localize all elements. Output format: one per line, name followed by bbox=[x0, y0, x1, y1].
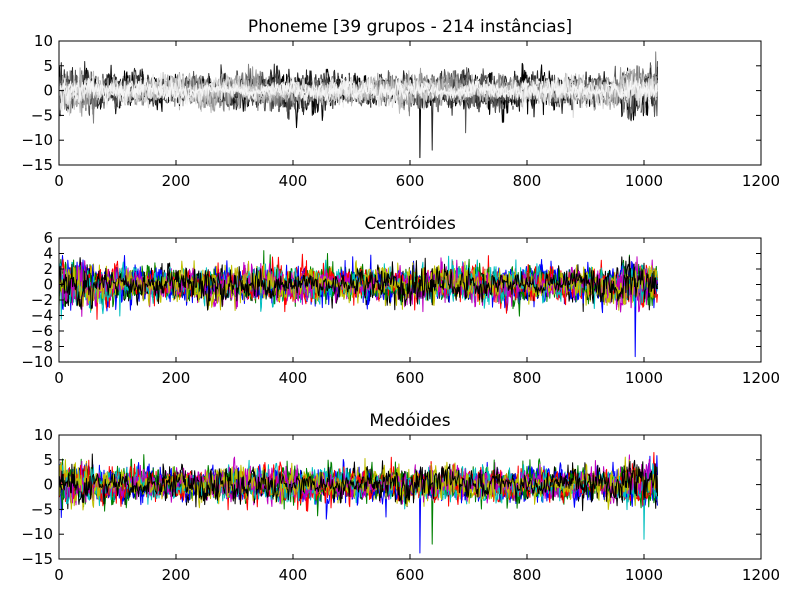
x-tick-label: 1000 bbox=[625, 369, 663, 387]
y-tick-label: 0 bbox=[43, 476, 53, 494]
x-tick-label: 400 bbox=[279, 369, 308, 387]
y-tick-label: 10 bbox=[34, 32, 53, 50]
series-group bbox=[59, 452, 658, 554]
x-tick-label: 0 bbox=[54, 369, 64, 387]
y-tick-label: −5 bbox=[31, 106, 53, 124]
x-tick-label: 800 bbox=[513, 369, 542, 387]
y-tick-label: 0 bbox=[43, 276, 53, 294]
y-tick-label: −10 bbox=[21, 525, 53, 543]
series-group bbox=[59, 250, 658, 358]
x-tick-label: 1200 bbox=[742, 172, 780, 190]
y-tick-label: 2 bbox=[43, 260, 53, 278]
panel-title: Centróides bbox=[364, 214, 456, 234]
y-tick-label: −10 bbox=[21, 353, 53, 371]
x-tick-label: 800 bbox=[513, 172, 542, 190]
y-tick-label: −6 bbox=[31, 322, 53, 340]
x-tick-label: 800 bbox=[513, 566, 542, 584]
y-tick-label: 6 bbox=[43, 229, 53, 247]
x-tick-label: 1200 bbox=[742, 566, 780, 584]
y-tick-label: −8 bbox=[31, 338, 53, 356]
x-tick-label: 400 bbox=[279, 172, 308, 190]
y-tick-label: −5 bbox=[31, 500, 53, 518]
x-tick-label: 1000 bbox=[625, 566, 663, 584]
x-tick-label: 600 bbox=[396, 566, 425, 584]
x-tick-label: 0 bbox=[54, 566, 64, 584]
panel-1: Phoneme [39 grupos - 214 instâncias] 0 200… bbox=[21, 17, 780, 190]
y-tick-label: 5 bbox=[43, 57, 53, 75]
y-tick-label: 4 bbox=[43, 245, 53, 263]
x-tick-label: 0 bbox=[54, 172, 64, 190]
series-line bbox=[59, 461, 658, 508]
series-line bbox=[59, 260, 658, 311]
series-line bbox=[59, 75, 658, 108]
x-tick-label: 600 bbox=[396, 369, 425, 387]
x-tick-label: 200 bbox=[162, 566, 191, 584]
y-tick-label: 0 bbox=[43, 82, 53, 100]
y-tick-label: −10 bbox=[21, 131, 53, 149]
y-tick-label: −4 bbox=[31, 307, 53, 325]
x-tick-label: 200 bbox=[162, 172, 191, 190]
x-tick-label: 1200 bbox=[742, 369, 780, 387]
x-tick-label: 600 bbox=[396, 172, 425, 190]
y-tick-label: −2 bbox=[31, 291, 53, 309]
series-group bbox=[59, 51, 658, 159]
x-tick-label: 400 bbox=[279, 566, 308, 584]
y-tick-label: −15 bbox=[21, 156, 53, 174]
panel-3: Medóides 0 200 400 600 800 1000 1200 10 5 0 −5 −10 −1… bbox=[21, 411, 780, 584]
y-tick-label: 10 bbox=[34, 426, 53, 444]
x-tick-label: 200 bbox=[162, 369, 191, 387]
x-tick-label: 1000 bbox=[625, 172, 663, 190]
panel-title: Phoneme [39 grupos - 214 instâncias] bbox=[248, 17, 572, 37]
y-tick-label: −15 bbox=[21, 550, 53, 568]
series-line bbox=[59, 256, 658, 310]
panel-title: Medóides bbox=[369, 411, 450, 431]
y-tick-label: 5 bbox=[43, 451, 53, 469]
